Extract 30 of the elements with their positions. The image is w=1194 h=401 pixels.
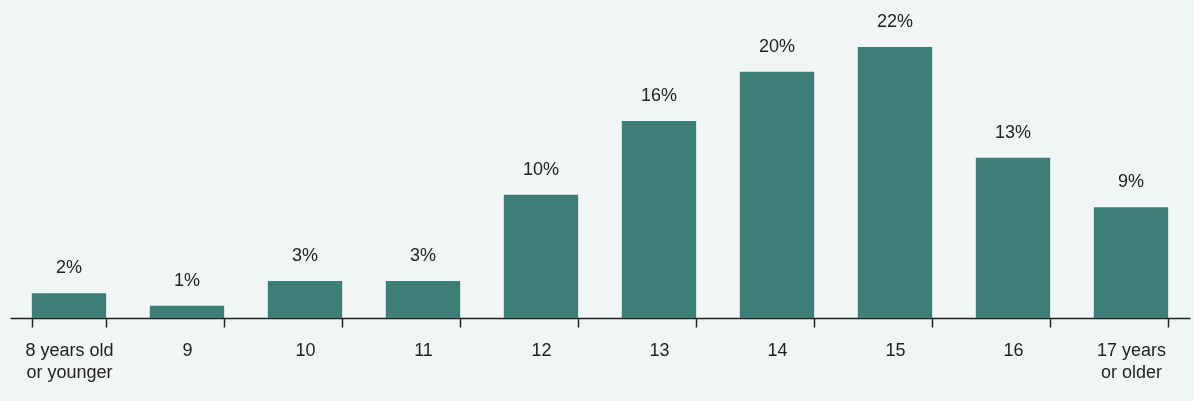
- x-tick-label: 11: [414, 339, 433, 360]
- data-label: 3%: [291, 245, 319, 266]
- data-label: 22%: [876, 11, 914, 31]
- data-label: 10%: [522, 158, 560, 179]
- bar: [503, 194, 579, 318]
- x-tick-label: 8 years old or younger: [25, 339, 114, 382]
- data-label: 1%: [173, 269, 201, 290]
- bar: [31, 293, 107, 318]
- data-label: 13%: [994, 121, 1032, 142]
- bar: [1093, 207, 1169, 318]
- data-label: 20%: [758, 35, 796, 56]
- data-label: 3%: [409, 245, 437, 266]
- data-label: 9%: [1117, 171, 1145, 192]
- bar: [149, 305, 225, 318]
- bar: [975, 157, 1051, 318]
- bar: [739, 71, 815, 318]
- x-tick-label: 14: [767, 339, 788, 360]
- x-tick-label: 13: [649, 339, 670, 360]
- x-tick-label: 9: [182, 339, 193, 360]
- x-tick-label: 17 years or older: [1096, 339, 1167, 382]
- bar: [857, 47, 933, 318]
- x-tick-label: 15: [885, 339, 906, 360]
- data-label: 2%: [55, 257, 83, 278]
- x-tick-label: 16: [1003, 339, 1024, 360]
- bar: [621, 120, 697, 318]
- bar: [267, 281, 343, 318]
- bar: [385, 281, 461, 318]
- x-tick-label: 10: [295, 339, 316, 360]
- data-label: 16%: [640, 84, 678, 105]
- x-tick-label: 12: [531, 339, 552, 360]
